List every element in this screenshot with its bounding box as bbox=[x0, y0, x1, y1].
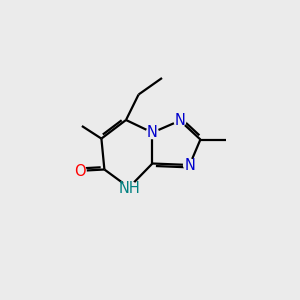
Text: N: N bbox=[175, 113, 185, 128]
Circle shape bbox=[146, 127, 158, 139]
Circle shape bbox=[184, 159, 196, 171]
Text: O: O bbox=[74, 164, 86, 178]
Circle shape bbox=[174, 115, 186, 127]
Circle shape bbox=[121, 181, 137, 198]
Text: N: N bbox=[184, 158, 195, 172]
Text: N: N bbox=[147, 125, 158, 140]
Circle shape bbox=[74, 165, 86, 177]
Text: NH: NH bbox=[118, 181, 140, 196]
